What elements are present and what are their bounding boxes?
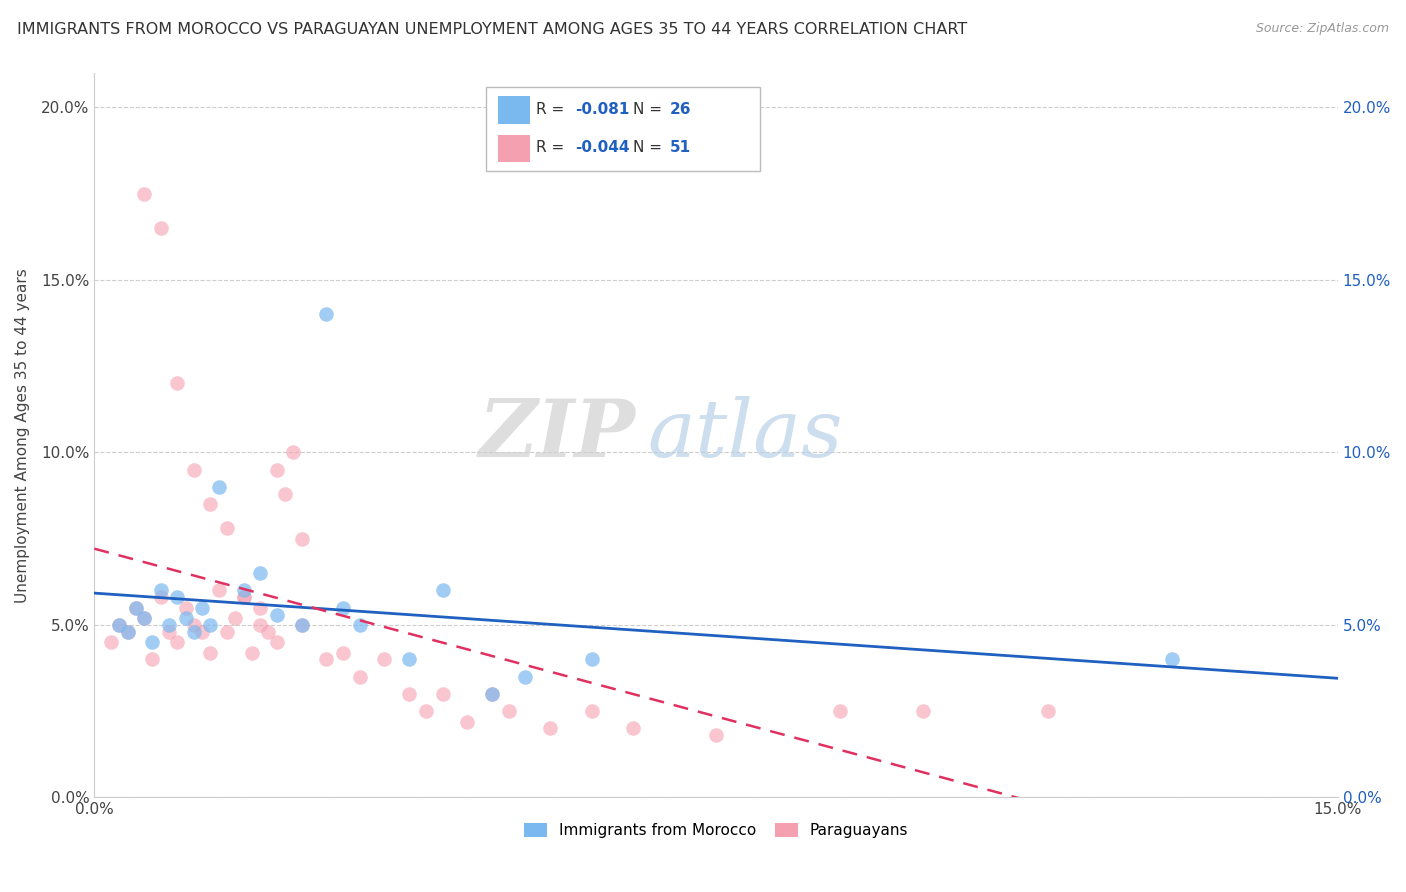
Point xyxy=(349,670,371,684)
Point xyxy=(200,497,222,511)
Point xyxy=(215,521,238,535)
Point xyxy=(538,722,561,736)
Point xyxy=(183,463,205,477)
Point xyxy=(166,376,188,391)
Point xyxy=(108,618,131,632)
Legend: Immigrants from Morocco, Paraguayans: Immigrants from Morocco, Paraguayans xyxy=(517,817,914,844)
Point xyxy=(149,221,172,235)
Text: 51: 51 xyxy=(671,140,692,155)
Text: -0.044: -0.044 xyxy=(575,140,630,155)
FancyBboxPatch shape xyxy=(486,87,759,170)
Point xyxy=(224,611,246,625)
Point xyxy=(232,591,254,605)
Point xyxy=(456,714,478,729)
Text: -0.081: -0.081 xyxy=(575,102,630,117)
Point xyxy=(132,186,155,201)
Point xyxy=(232,591,254,605)
Point xyxy=(100,635,122,649)
Y-axis label: Unemployment Among Ages 35 to 44 years: Unemployment Among Ages 35 to 44 years xyxy=(15,268,30,603)
Point xyxy=(166,591,188,605)
Point xyxy=(208,583,231,598)
Point xyxy=(290,618,312,632)
Point xyxy=(315,308,337,322)
Point xyxy=(283,445,305,459)
Point xyxy=(398,687,420,701)
Point xyxy=(191,600,214,615)
Point xyxy=(266,607,288,622)
Point xyxy=(1161,652,1184,666)
Text: R =: R = xyxy=(536,140,564,155)
Point xyxy=(149,583,172,598)
Text: IMMIGRANTS FROM MOROCCO VS PARAGUAYAN UNEMPLOYMENT AMONG AGES 35 TO 44 YEARS COR: IMMIGRANTS FROM MOROCCO VS PARAGUAYAN UN… xyxy=(17,22,967,37)
Point xyxy=(149,591,172,605)
Point xyxy=(515,670,537,684)
Point xyxy=(174,611,197,625)
Point xyxy=(141,652,163,666)
Point xyxy=(1036,704,1059,718)
Point xyxy=(830,704,852,718)
Point xyxy=(249,600,271,615)
Point xyxy=(183,618,205,632)
Point xyxy=(481,687,503,701)
FancyBboxPatch shape xyxy=(499,135,530,162)
Point xyxy=(166,635,188,649)
Text: ZIP: ZIP xyxy=(478,396,636,474)
Text: N =: N = xyxy=(633,140,662,155)
Point xyxy=(315,652,337,666)
Point xyxy=(117,624,139,639)
Text: atlas: atlas xyxy=(648,396,844,474)
Point xyxy=(274,487,297,501)
Point xyxy=(208,480,231,494)
Point xyxy=(191,624,214,639)
Text: Source: ZipAtlas.com: Source: ZipAtlas.com xyxy=(1256,22,1389,36)
Point xyxy=(215,624,238,639)
Point xyxy=(108,618,131,632)
Point xyxy=(157,618,180,632)
Point xyxy=(349,618,371,632)
Point xyxy=(398,652,420,666)
Point xyxy=(125,600,148,615)
Point xyxy=(912,704,935,718)
Point xyxy=(200,646,222,660)
Point xyxy=(332,600,354,615)
Point xyxy=(332,646,354,660)
Point xyxy=(117,624,139,639)
Point xyxy=(132,611,155,625)
Point xyxy=(581,704,603,718)
Point xyxy=(183,624,205,639)
Point xyxy=(621,722,644,736)
Point xyxy=(481,687,503,701)
Point xyxy=(249,566,271,581)
Text: R =: R = xyxy=(536,102,564,117)
Point xyxy=(266,635,288,649)
Text: N =: N = xyxy=(633,102,662,117)
Point xyxy=(581,652,603,666)
Point xyxy=(498,704,520,718)
Point xyxy=(432,583,454,598)
Point xyxy=(200,618,222,632)
Point xyxy=(132,611,155,625)
Point xyxy=(266,463,288,477)
Point xyxy=(174,600,197,615)
Point xyxy=(240,646,263,660)
Point xyxy=(290,532,312,546)
Point xyxy=(141,635,163,649)
Point xyxy=(704,728,727,742)
Point xyxy=(125,600,148,615)
Point xyxy=(157,624,180,639)
FancyBboxPatch shape xyxy=(499,96,530,124)
Point xyxy=(257,624,280,639)
Point xyxy=(290,618,312,632)
Text: 26: 26 xyxy=(671,102,692,117)
Point xyxy=(415,704,437,718)
Point xyxy=(373,652,395,666)
Point xyxy=(249,618,271,632)
Point xyxy=(232,583,254,598)
Point xyxy=(432,687,454,701)
